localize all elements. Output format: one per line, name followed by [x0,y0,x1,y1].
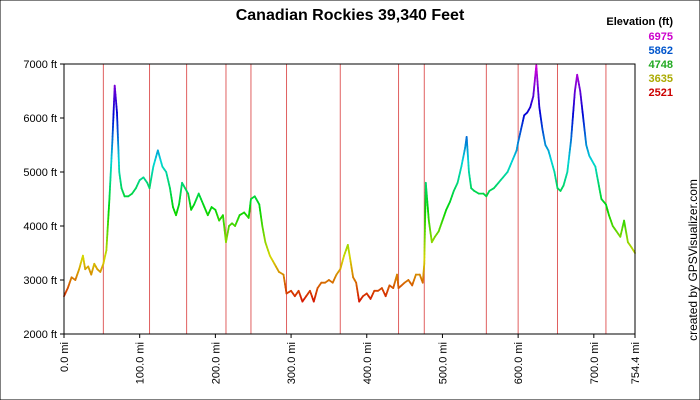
x-tick-label: 754.4 mi [630,342,642,384]
legend-entry: 5862 [649,45,673,57]
legend-entry: 2521 [649,87,673,99]
chart-title: Canadian Rockies 39,340 Feet [236,7,465,24]
x-tick-label: 700.0 mi [589,342,601,384]
legend-entries: 6975 5862 4748 3635 2521 [649,31,673,99]
x-tick-label: 500.0 mi [437,342,449,384]
x-tick-label: 100.0 mi [135,342,147,384]
y-tick-label: 6000 ft [23,113,57,125]
legend: Elevation (ft) 6975 5862 4748 3635 2521 [606,16,673,99]
y-tick-label: 2000 ft [23,329,57,341]
y-tick-label: 7000 ft [23,59,57,71]
y-tick-label: 3000 ft [23,275,57,287]
y-axis: 2000 ft 3000 ft 4000 ft 5000 ft 6000 ft 7000 … [23,59,64,341]
legend-title: Elevation (ft) [606,16,673,28]
legend-entry: 6975 [649,31,673,43]
plot-frame [63,63,636,335]
credit-text: created by GPSVisualizer.com [686,179,700,341]
x-tick-label: 300.0 mi [286,342,298,384]
x-tick-label: 200.0 mi [210,342,222,384]
legend-entry: 3635 [649,73,673,85]
legend-entry: 4748 [649,59,673,71]
x-tick-label: 600.0 mi [513,342,525,384]
y-tick-label: 5000 ft [23,167,57,179]
x-tick-label: 400.0 mi [362,342,374,384]
x-tick-label: 0.0 mi [59,342,71,372]
x-axis: 0.0 mi 100.0 mi 200.0 mi 300.0 mi 400.0 mi 50… [59,334,642,384]
y-tick-label: 4000 ft [23,221,57,233]
elevation-profile [63,64,636,303]
